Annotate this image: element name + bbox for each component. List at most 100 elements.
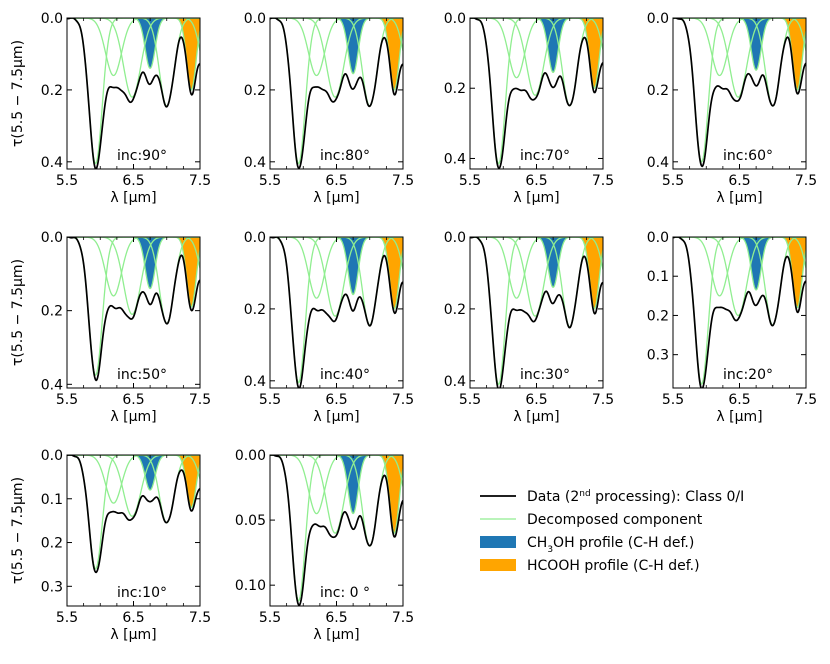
- legend-label-data: Data (2nd processing): Class 0/I: [527, 489, 744, 505]
- inclination-label: inc:50°: [117, 367, 167, 383]
- xtick-label: 6.5: [122, 610, 144, 626]
- ch3oh-profile-fill: [270, 18, 403, 74]
- legend-item-ch3oh: CH3OH profile (C-H def.): [480, 535, 694, 555]
- decomposed-component-6: [470, 18, 603, 90]
- ytick-label: 0.2: [647, 83, 669, 99]
- xtick-label: 5.5: [56, 610, 78, 626]
- panel-7: 0.0 0.2 0.4 5.5 6.5 7.5 inc:30° λ [μm]: [444, 230, 614, 425]
- decomposed-component-4: [67, 18, 200, 69]
- hcooh-profile-fill: [67, 18, 200, 90]
- decomposed-component-4: [673, 18, 806, 71]
- inclination-label: inc:60°: [723, 148, 773, 164]
- decomposed-component-5: [270, 237, 403, 326]
- legend-text-pre: HCOOH profile (C-H def.): [527, 558, 700, 574]
- y-axis-label: τ(5.5 − 7.5μm): [10, 40, 26, 147]
- decomposed-component-3: [673, 18, 806, 98]
- plot-area: [67, 455, 200, 574]
- ytick-label: 0.4: [444, 374, 466, 390]
- ytick-label: 0.2: [647, 308, 669, 324]
- decomposed-component-3: [270, 18, 403, 98]
- ytick-label: 0.4: [41, 155, 63, 171]
- decomposed-component-2: [673, 237, 806, 297]
- ch3oh-profile-fill: [67, 237, 200, 289]
- legend-text-sup: nd: [579, 489, 590, 499]
- decomposed-component-5: [673, 18, 806, 107]
- decomposed-component-5: [67, 237, 200, 325]
- axes-frame: [66, 454, 201, 607]
- decomposed-component-2: [270, 18, 403, 77]
- data-line: [270, 18, 403, 169]
- ytick-label: 0.4: [41, 377, 63, 393]
- xtick-label: 7.5: [795, 392, 817, 408]
- ytick-label: 0.0: [244, 230, 266, 246]
- inclination-label: inc:70°: [520, 148, 570, 164]
- decomposed-component-5: [67, 455, 200, 524]
- xtick-label: 6.5: [728, 173, 750, 189]
- plot-area: [270, 18, 403, 169]
- legend-label-ch3oh: CH3OH profile (C-H def.): [527, 535, 694, 555]
- ch3oh-profile-fill: [470, 237, 603, 288]
- ytick-label: 0.3: [41, 579, 63, 595]
- xtick-label: 7.5: [189, 392, 211, 408]
- xtick-label: 7.5: [189, 610, 211, 626]
- legend-text-pre: Data (2: [527, 489, 579, 505]
- xtick-label: 7.5: [592, 392, 614, 408]
- x-axis-label: λ [μm]: [716, 190, 762, 206]
- decomposed-component-2: [470, 18, 603, 79]
- inclination-label: inc:20°: [723, 367, 773, 383]
- hcooh-profile-fill: [270, 455, 403, 534]
- legend-patch-ch3oh: [480, 536, 516, 548]
- ytick-label: 0.4: [244, 155, 266, 171]
- decomposed-component-4: [470, 18, 603, 74]
- xtick-label: 5.5: [459, 392, 481, 408]
- xtick-label: 6.5: [122, 173, 144, 189]
- ytick-label: 0.10: [235, 578, 266, 594]
- decomposed-component-3: [270, 455, 403, 534]
- legend-text-post: OH profile (C-H def.): [553, 535, 694, 551]
- xtick-label: 5.5: [662, 173, 684, 189]
- decomposed-component-2: [67, 455, 200, 504]
- xtick-label: 6.5: [525, 173, 547, 189]
- ytick-label: 0.2: [41, 83, 63, 99]
- decomposed-component-5: [470, 237, 603, 328]
- panel-4: 0.0 0.2 0.4 5.5 6.5 7.5 inc:60° λ [μm]: [647, 11, 817, 206]
- ytick-label: 0.0: [444, 11, 466, 27]
- xtick-label: 7.5: [189, 173, 211, 189]
- ytick-label: 0.05: [235, 513, 266, 529]
- data-line: [470, 18, 603, 169]
- panel-5: 0.0 0.2 0.45.5 6.5 7.5 inc:50° λ [μm] τ(5.5 − 7…: [10, 230, 211, 425]
- x-axis-label: λ [μm]: [313, 190, 359, 206]
- decomposed-component-5: [270, 18, 403, 107]
- decomposed-component-5: [470, 18, 603, 107]
- decomposed-component-6: [67, 237, 200, 308]
- legend-item-hcooh: HCOOH profile (C-H def.): [480, 558, 700, 574]
- decomposed-component-3: [470, 18, 603, 96]
- decomposed-component-4: [270, 455, 403, 515]
- xtick-label: 6.5: [122, 392, 144, 408]
- decomposed-component-4: [673, 237, 806, 291]
- xtick-label: 5.5: [259, 173, 281, 189]
- xtick-label: 7.5: [795, 173, 817, 189]
- panel-2: 0.0 0.2 0.4 5.5 6.5 7.5 inc:80° λ [μm]: [244, 11, 414, 206]
- x-axis-label: λ [μm]: [513, 190, 559, 206]
- ytick-label: 0.0: [244, 11, 266, 27]
- panel-6: 0.0 0.2 0.4 5.5 6.5 7.5 inc:40° λ [μm]: [244, 230, 414, 425]
- xtick-label: 6.5: [728, 392, 750, 408]
- hcooh-profile-fill: [470, 237, 603, 309]
- decomposed-component-5: [673, 237, 806, 326]
- xtick-label: 5.5: [56, 392, 78, 408]
- hcooh-profile-fill: [270, 237, 403, 309]
- x-axis-label: λ [μm]: [313, 409, 359, 425]
- x-axis-label: λ [μm]: [716, 409, 762, 425]
- x-axis-label: λ [μm]: [110, 409, 156, 425]
- legend-item-component: Decomposed component: [480, 512, 703, 528]
- panel-3: 0.0 0.2 0.4 5.5 6.5 7.5 inc:70° λ [μm]: [444, 11, 614, 206]
- decomposed-component-2: [270, 237, 403, 299]
- decomposed-component-5: [67, 18, 200, 107]
- data-line: [270, 455, 403, 606]
- xtick-label: 7.5: [592, 173, 614, 189]
- decomposed-component-3: [270, 237, 403, 317]
- ch3oh-profile-fill: [673, 18, 806, 71]
- ytick-label: 0.4: [444, 151, 466, 167]
- decomposed-component-6: [673, 18, 806, 91]
